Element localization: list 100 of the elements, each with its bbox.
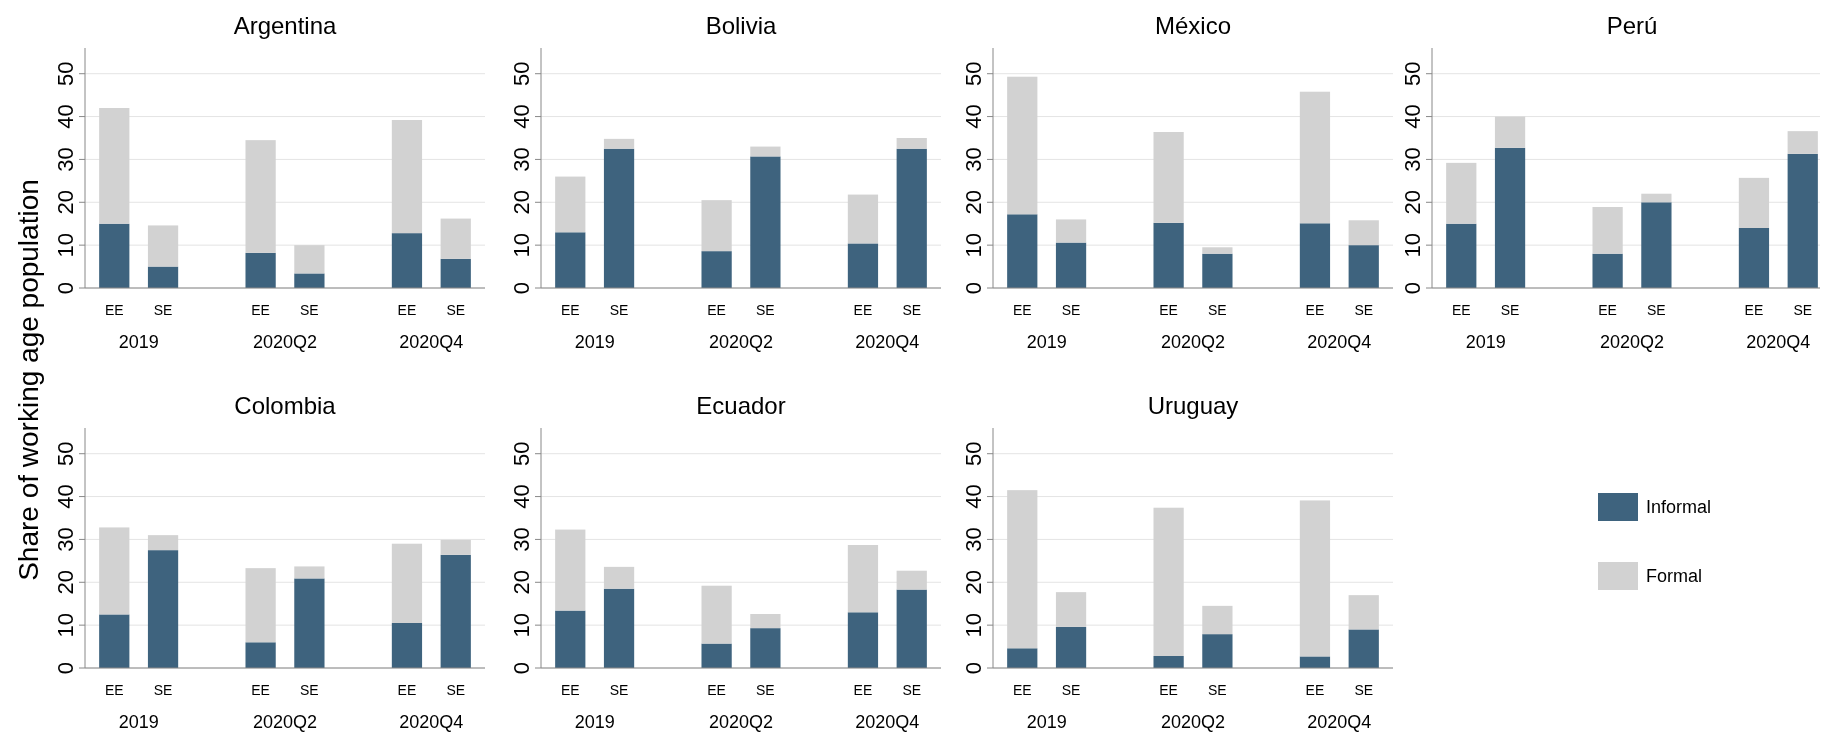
y-tick-label: 20 <box>1400 190 1425 215</box>
bar <box>294 578 325 668</box>
bar <box>440 554 471 668</box>
chart-title: Bolivia <box>705 12 777 39</box>
bar <box>1202 634 1233 668</box>
bar <box>1202 253 1233 288</box>
chart-title: Argentina <box>233 12 338 39</box>
y-tick-label: 40 <box>53 484 78 509</box>
y-tick-label: 30 <box>961 147 986 172</box>
bar <box>245 140 276 253</box>
bar <box>245 642 276 668</box>
text: 2019 <box>574 332 615 352</box>
x-tick-label: EE <box>251 302 270 318</box>
bar <box>99 223 130 288</box>
x-tick-label: SE <box>609 682 629 698</box>
bar <box>1787 153 1818 288</box>
bar <box>440 539 471 555</box>
bar <box>896 589 927 668</box>
bar <box>1494 116 1526 148</box>
x-tick-label: EE <box>1159 682 1178 698</box>
bar <box>1202 605 1233 635</box>
bar <box>1202 247 1233 254</box>
bar <box>245 252 276 288</box>
bar <box>1299 656 1331 668</box>
y-tick-label: 30 <box>53 527 78 552</box>
bar <box>1592 207 1623 254</box>
bar <box>1446 162 1477 224</box>
x-tick-label: SE <box>300 682 319 698</box>
bar <box>555 610 586 668</box>
bar <box>847 612 879 668</box>
legend-label: Formal <box>1646 566 1703 586</box>
text: 2020Q4 <box>399 712 464 732</box>
y-tick-label: 40 <box>961 484 986 509</box>
chart-title: México <box>1154 12 1232 39</box>
text: 2020Q4 <box>1307 712 1372 732</box>
x-tick-label: SE <box>1500 302 1520 318</box>
y-tick-label: 0 <box>53 661 78 675</box>
x-tick-label: EE <box>397 302 417 318</box>
bar <box>294 245 325 274</box>
y-tick-label: 0 <box>509 661 534 675</box>
bar <box>603 566 635 589</box>
y-tick-label: 30 <box>53 147 78 172</box>
bar <box>1738 177 1770 228</box>
bar <box>1738 228 1770 288</box>
y-tick-label: 10 <box>961 612 986 638</box>
bar <box>555 176 586 233</box>
bar <box>1007 76 1038 215</box>
x-tick-label: EE <box>104 302 124 318</box>
text: 2020Q2 <box>1160 332 1226 352</box>
bar <box>896 138 927 149</box>
text: 2019 <box>574 712 615 732</box>
x-tick-label: SE <box>1354 302 1374 318</box>
bar <box>701 251 732 288</box>
bar <box>1153 507 1184 656</box>
bar <box>1592 253 1623 288</box>
x-tick-label: EE <box>251 682 270 698</box>
bar <box>1153 222 1184 288</box>
bar <box>750 614 781 629</box>
x-tick-label: SE <box>1061 682 1081 698</box>
x-tick-label: EE <box>560 682 580 698</box>
bar <box>1055 626 1087 668</box>
bar <box>1641 193 1672 203</box>
text: 2020Q4 <box>855 712 920 732</box>
y-tick-label: 30 <box>509 527 534 552</box>
bar <box>603 588 635 668</box>
y-tick-label: 50 <box>961 61 986 86</box>
text: 2019 <box>1026 712 1067 732</box>
bar <box>147 225 179 267</box>
text: 2019 <box>1026 332 1067 352</box>
x-tick-label: EE <box>1305 302 1325 318</box>
y-tick-label: 50 <box>1400 61 1425 86</box>
bar <box>1348 245 1379 288</box>
bar <box>896 148 927 288</box>
x-tick-label: EE <box>853 302 873 318</box>
text: 2020Q4 <box>1307 332 1372 352</box>
bar <box>1299 91 1331 224</box>
bar <box>1641 202 1672 288</box>
bar <box>1494 147 1526 288</box>
y-tick-label: 30 <box>509 147 534 172</box>
x-tick-label: SE <box>153 682 173 698</box>
x-tick-label: SE <box>1208 302 1227 318</box>
bar <box>99 614 130 668</box>
bar <box>750 146 781 157</box>
bar <box>294 566 325 579</box>
y-tick-label: 50 <box>53 441 78 466</box>
bar <box>99 108 130 224</box>
bar <box>294 273 325 288</box>
bar <box>1348 595 1379 630</box>
y-tick-label: 20 <box>53 190 78 215</box>
y-tick-label: 20 <box>961 190 986 215</box>
y-tick-label: 0 <box>53 281 78 295</box>
bar <box>147 266 179 288</box>
bar <box>147 550 179 668</box>
y-tick-label: 50 <box>509 441 534 466</box>
bar <box>1055 219 1087 243</box>
legend-label: Informal <box>1646 497 1712 517</box>
x-tick-label: EE <box>1012 302 1032 318</box>
x-tick-label: SE <box>446 682 466 698</box>
bar <box>847 194 879 244</box>
bar <box>701 200 732 252</box>
